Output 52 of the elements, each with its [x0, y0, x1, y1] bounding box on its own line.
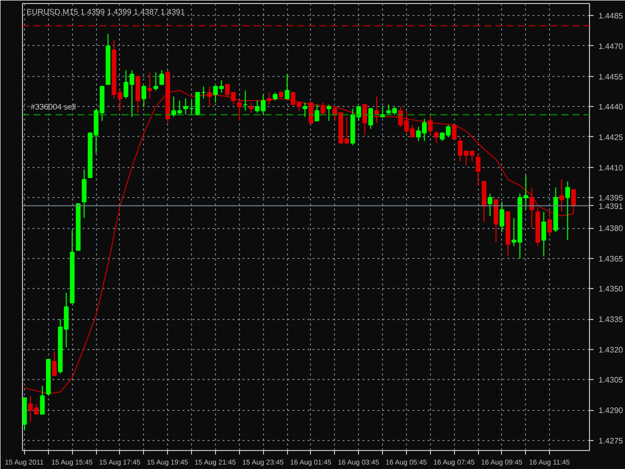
candlestick [142, 86, 146, 108]
candlestick [52, 350, 57, 376]
candlestick [40, 385, 45, 415]
y-tick-label: 1.4365 [598, 254, 624, 264]
y-tick-label: 1.4425 [598, 132, 624, 142]
candlestick [183, 98, 188, 116]
y-tick-label: 1.4350 [598, 284, 624, 294]
y-tick-label: 1.4470 [598, 42, 624, 51]
candlestick [541, 211, 546, 257]
candlestick [476, 152, 480, 186]
candlestick [237, 100, 242, 122]
candlestick [308, 102, 314, 126]
candlestick [326, 104, 332, 122]
candlestick [434, 130, 439, 144]
candlestick [314, 104, 320, 122]
candlestick [159, 70, 164, 85]
candlestick [153, 72, 158, 91]
y-tick-label: 1.4320 [598, 345, 624, 354]
candlestick [452, 124, 457, 140]
y-tick-label: 1.4335 [598, 315, 624, 324]
candlestick [207, 86, 212, 108]
y-tick-label: 1.4455 [598, 72, 624, 82]
candlestick [320, 102, 326, 116]
ref-line-label: 1.4391 [598, 202, 624, 211]
y-tick-label: 1.4395 [598, 194, 624, 203]
y-tick-label: 1.4485 [598, 12, 624, 21]
y-tick-label: 1.4305 [598, 376, 624, 385]
candlestick [500, 201, 504, 233]
candlestick [529, 187, 534, 229]
y-tick-label: 1.4380 [598, 224, 624, 234]
y-tick-label: 1.4410 [598, 163, 624, 172]
y-tick-label: 1.4440 [598, 102, 624, 112]
candlestick [428, 114, 433, 136]
y-tick-label: 1.4275 [598, 436, 624, 446]
candlestick [571, 189, 576, 214]
candlestick [368, 108, 374, 130]
y-tick-label: 1.4290 [598, 406, 624, 416]
candlestick [302, 102, 308, 118]
candlestick [547, 211, 552, 237]
candlestick [488, 193, 492, 216]
line-series [24, 90, 574, 394]
candlestick [147, 72, 152, 100]
candlestick [559, 178, 564, 212]
candlestick [362, 104, 368, 136]
candlestick [380, 106, 385, 118]
candlestick [266, 92, 272, 106]
ref-line-label: #336004 sell [30, 102, 76, 112]
candlestick [82, 168, 87, 218]
candlestick [284, 74, 290, 100]
candlestick [565, 180, 570, 241]
candlestick [248, 102, 254, 114]
text: EURUSD,M15 1.4399 1.4399 1.4387 1.4391 [26, 8, 186, 16]
